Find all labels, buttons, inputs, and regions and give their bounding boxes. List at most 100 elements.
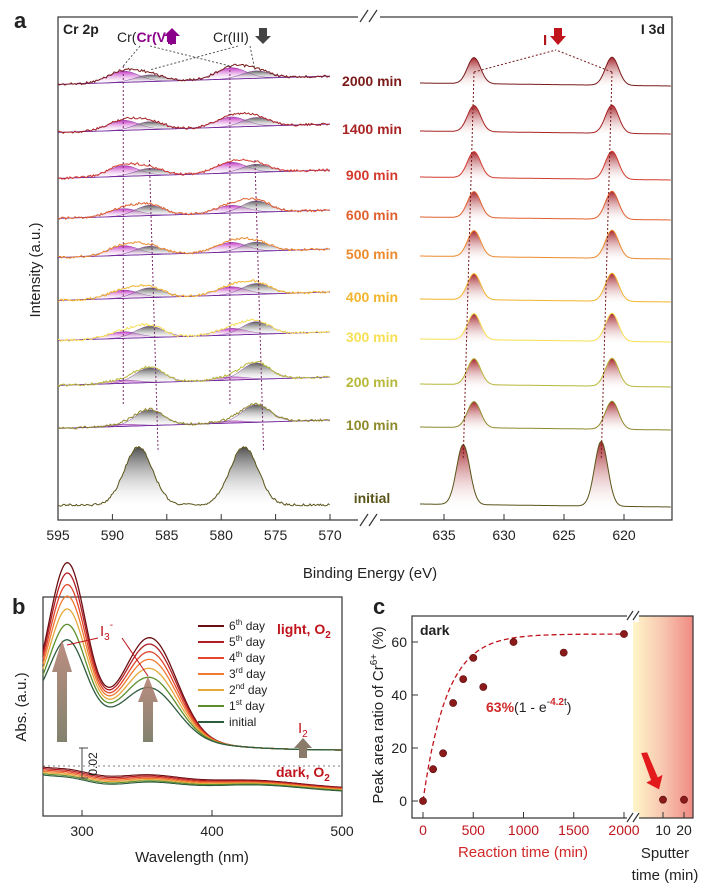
cr2p-spectrum-9 — [57, 445, 330, 507]
uvvis-dark-curve-1 — [42, 767, 343, 789]
cr2p-guide-1 — [148, 159, 159, 453]
sputter-down-arrow-icon — [641, 752, 663, 790]
scatter-point-9 — [620, 630, 628, 638]
i3d-peak-fill-9-0 — [436, 444, 490, 509]
time-label-7: 200 min — [346, 374, 398, 390]
panel-a-axes: 595 590 585 580 575 570 635 630 625 620 — [46, 514, 636, 543]
cr2p-spectrum-7 — [57, 360, 330, 388]
i3d-peak-fill-9-1 — [574, 441, 628, 509]
panel-a-label: a — [14, 8, 27, 33]
light-condition: light, O2 — [277, 621, 331, 641]
initial-peak-0 — [89, 447, 188, 507]
i3-pointer-353 — [121, 637, 149, 677]
i3-pointer-290 — [66, 637, 99, 646]
panel-c-xlabel: Reaction time (min) — [458, 844, 588, 861]
a-left-ticklabel-585: 585 — [155, 527, 179, 543]
axis-break-top-2 — [368, 9, 378, 23]
scatter-point-2 — [439, 749, 447, 758]
panel-c-ylabel: Peak area ratio of Cr6+ (%) — [369, 626, 387, 803]
i3d-peak-fill-6-1 — [585, 313, 639, 344]
i3-annotation: I3- — [100, 620, 113, 643]
i3d-guide-1 — [600, 71, 613, 461]
i3d-peak-fill-3-1 — [585, 191, 639, 222]
i3d-label: I 3d — [641, 21, 665, 37]
iodine-down-arrow-icon — [550, 28, 566, 45]
panel-c-break-top-2 — [632, 610, 640, 621]
i3d-spectrum-2 — [420, 150, 671, 181]
cr2p-spectrum-5 — [57, 279, 330, 302]
fit-equation: 63%(1 - e-4.2t) — [486, 697, 571, 715]
sputter-xlabel-line2: time (min) — [632, 867, 699, 884]
panel-b-frame — [42, 596, 343, 817]
c-ticklabel-2000: 2000 — [608, 822, 639, 838]
i3d-peak-fill-2-1 — [585, 151, 639, 182]
uvvis-dark-curve-0 — [42, 766, 343, 788]
panel-c: dark 63%(1 - e-4.2t) 0 500 1000 1500 2000 10 2… — [369, 610, 698, 884]
panel-c-break-bottom-1 — [626, 812, 634, 823]
panel-c-break-bottom-2 — [632, 812, 640, 823]
legend-label-1: 5th day — [229, 634, 265, 649]
i3d-spectrum-8 — [420, 400, 671, 431]
i3d-spectrum-0 — [420, 56, 671, 87]
i3d-peak-fill-7-1 — [585, 358, 639, 389]
scatter-point-4 — [459, 675, 468, 683]
panel-c-break-top-mask — [627, 610, 639, 622]
legend-label-4: 2nd day — [229, 682, 267, 697]
a-left-ticklabel-575: 575 — [264, 527, 288, 543]
time-label-9: initial — [354, 490, 391, 506]
scale-bar-label: 0.02 — [86, 752, 100, 776]
legend-label-3: 3rd day — [229, 666, 266, 681]
i3d-guide-0 — [462, 71, 475, 461]
cr-pointer-2 — [149, 45, 239, 71]
uvvis-curves — [42, 562, 343, 792]
scatter-point-8 — [559, 648, 568, 657]
b-ticklabel-500: 500 — [330, 823, 354, 839]
axis-break-bottom-2 — [368, 513, 378, 527]
panel-a-ylabel: Intensity (a.u.) — [27, 222, 44, 317]
uvvis-dark-curve-2 — [42, 769, 342, 789]
panel-a: Cr 2p I 3d Cr(Cr(VI) Cr(III) I 2000 min 1… — [27, 9, 673, 582]
uvvis-dark-curve-3 — [42, 770, 343, 790]
c-ticklabel-500: 500 — [462, 822, 486, 838]
scatter-point-0 — [419, 797, 427, 805]
i3d-spectrum-4 — [420, 229, 671, 260]
time-label-4: 500 min — [346, 246, 398, 262]
panel-a-frame — [57, 16, 673, 521]
sputter-point-1 — [680, 795, 688, 804]
legend-label-0: 6th day — [229, 618, 265, 633]
c2-ticklabel-10: 10 — [655, 822, 671, 838]
panel-b-ylabel: Abs. (a.u.) — [13, 672, 30, 741]
cr2p-spectrum-0 — [57, 63, 330, 86]
uvvis-dark-curve-5 — [42, 773, 342, 791]
legend-label-5: 1st day — [229, 698, 265, 713]
cr3-down-arrow-icon — [255, 28, 271, 44]
panel-c-title: dark — [420, 622, 450, 638]
cr-pointer-1 — [149, 45, 231, 67]
sputter-region — [633, 616, 693, 818]
legend-label-2: 4th day — [229, 650, 265, 665]
time-label-1: 1400 min — [342, 121, 402, 137]
i3d-peak-fill-1-1 — [585, 105, 639, 136]
background-line-4 — [57, 248, 331, 258]
scatter-point-1 — [429, 765, 437, 774]
panel-c-break-bottom-mask — [627, 812, 639, 824]
uvvis-dark-curve-4 — [42, 771, 343, 791]
panel-c-break-top-1 — [626, 610, 634, 621]
sputter-xlabel-line1: Sputter — [641, 845, 689, 862]
panel-b-label: b — [12, 594, 25, 619]
i3d-spectrum-1 — [420, 104, 671, 135]
cr2p-spectra — [57, 45, 331, 507]
fit-line — [422, 633, 624, 802]
i3d-spectrum-3 — [420, 190, 671, 221]
a-right-ticklabel-620: 620 — [612, 527, 636, 543]
i3d-spectrum-6 — [420, 312, 671, 343]
c-yticklabel-20: 20 — [391, 740, 407, 756]
a-left-ticklabel-595: 595 — [46, 527, 70, 543]
b-ticklabel-400: 400 — [200, 823, 224, 839]
cr2p-guide-3 — [254, 159, 265, 453]
i2-annotation: I2 — [298, 720, 308, 740]
panel-b-axes: 300 400 500 — [70, 810, 354, 839]
